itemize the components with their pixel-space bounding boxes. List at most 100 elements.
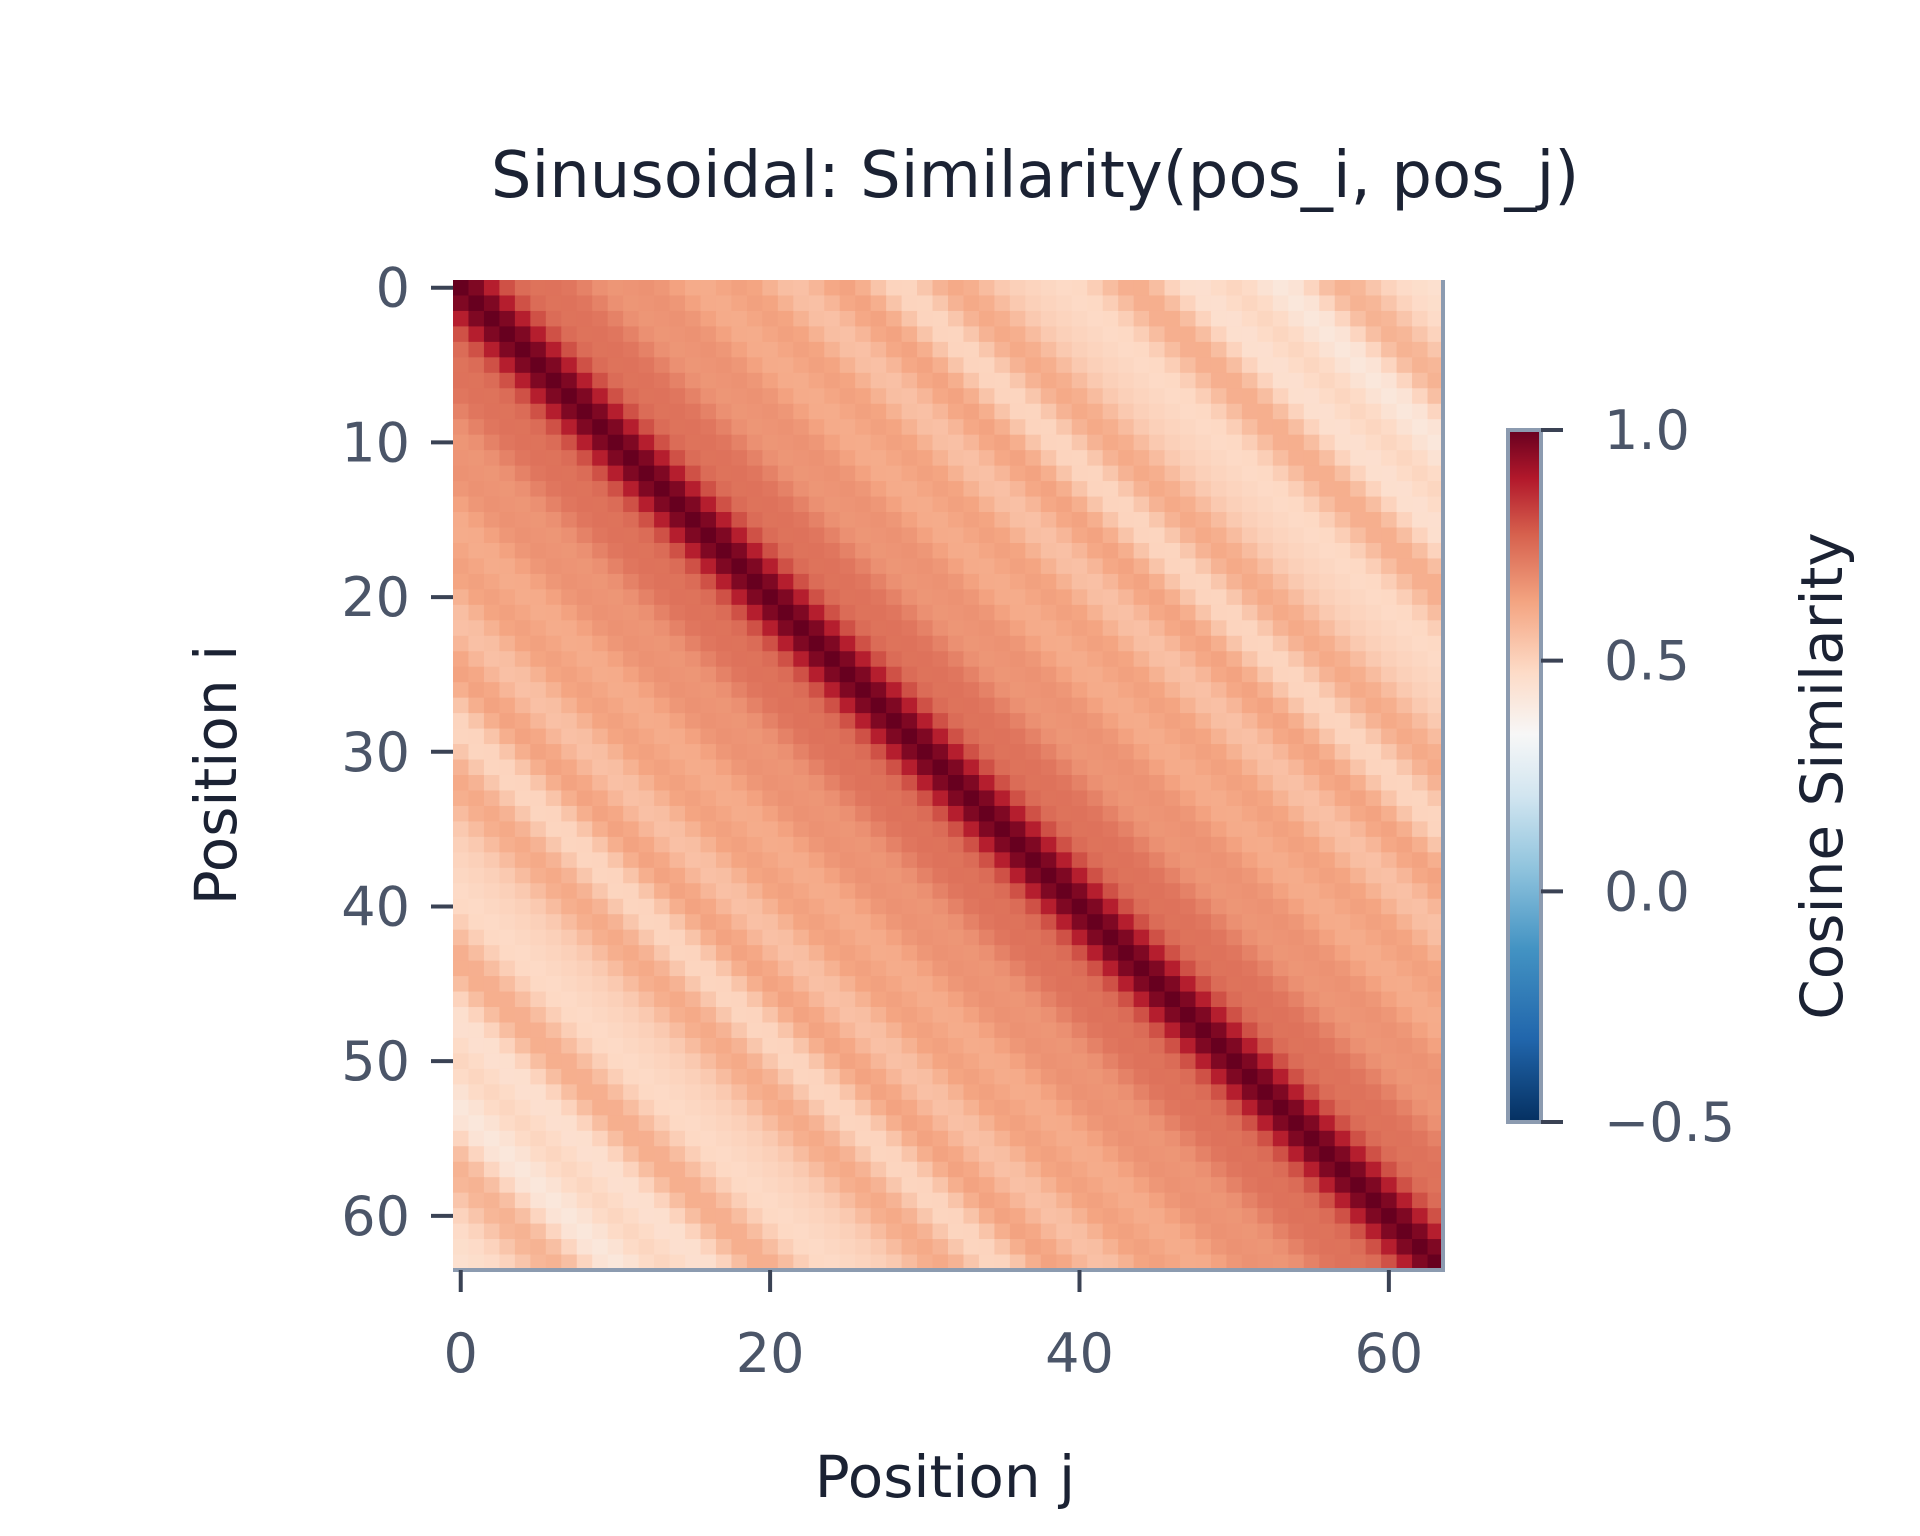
heatmap-cell bbox=[1365, 821, 1382, 838]
heatmap-cell bbox=[700, 326, 717, 343]
heatmap-cell bbox=[592, 1007, 609, 1024]
heatmap-cell bbox=[1381, 991, 1398, 1008]
heatmap-cell bbox=[1288, 326, 1305, 343]
heatmap-cell bbox=[1164, 372, 1181, 389]
heatmap-cell bbox=[917, 635, 934, 652]
heatmap-cell bbox=[1381, 682, 1398, 699]
heatmap-cell bbox=[1241, 604, 1258, 621]
heatmap-cell bbox=[1288, 450, 1305, 467]
heatmap-cell bbox=[1025, 945, 1042, 962]
heatmap-cell bbox=[654, 836, 671, 853]
heatmap-cell bbox=[1056, 1161, 1073, 1178]
heatmap-cell bbox=[638, 434, 655, 451]
heatmap-cell bbox=[978, 635, 996, 652]
heatmap-cell bbox=[917, 1022, 934, 1039]
heatmap-cell bbox=[1210, 1084, 1228, 1101]
heatmap-cell bbox=[1195, 419, 1212, 436]
heatmap-cell bbox=[1257, 1130, 1274, 1147]
heatmap-cell bbox=[870, 852, 887, 869]
heatmap-cell bbox=[1210, 914, 1228, 931]
heatmap-cell bbox=[839, 1007, 856, 1024]
heatmap-cell bbox=[1195, 465, 1212, 482]
heatmap-cell bbox=[1009, 558, 1026, 575]
heatmap-cell bbox=[1272, 1146, 1289, 1163]
heatmap-cell bbox=[932, 527, 949, 544]
heatmap-cell bbox=[669, 1053, 686, 1070]
heatmap-cell bbox=[948, 775, 965, 792]
heatmap-cell bbox=[901, 976, 918, 993]
heatmap-cell bbox=[1087, 666, 1104, 683]
heatmap-cell bbox=[1180, 542, 1197, 560]
heatmap-cell bbox=[715, 991, 733, 1008]
heatmap-cell bbox=[514, 790, 531, 807]
heatmap-cell bbox=[731, 775, 748, 792]
heatmap-cell bbox=[715, 558, 733, 575]
heatmap-cell bbox=[808, 883, 825, 900]
heatmap-cell bbox=[901, 682, 918, 699]
heatmap-cell bbox=[700, 419, 717, 436]
heatmap-cell bbox=[1257, 403, 1274, 420]
heatmap-cell bbox=[1334, 898, 1351, 915]
heatmap-cell bbox=[685, 434, 702, 451]
heatmap-cell bbox=[978, 682, 996, 699]
heatmap-cell bbox=[1025, 450, 1042, 467]
heatmap-cell bbox=[932, 991, 949, 1008]
heatmap-cell bbox=[545, 1208, 562, 1225]
heatmap-cell bbox=[978, 465, 996, 482]
heatmap-cell bbox=[1257, 898, 1274, 915]
heatmap-cell bbox=[777, 450, 794, 467]
heatmap-cell bbox=[1396, 403, 1413, 420]
heatmap-cell bbox=[1427, 1192, 1444, 1209]
heatmap-cell bbox=[1102, 666, 1119, 683]
heatmap-cell bbox=[731, 512, 748, 529]
heatmap-cell bbox=[746, 450, 763, 467]
heatmap-cell bbox=[1025, 357, 1042, 374]
heatmap-cell bbox=[1241, 512, 1258, 529]
heatmap-cell bbox=[762, 481, 779, 498]
heatmap-cell bbox=[731, 836, 748, 853]
heatmap-cell bbox=[1319, 1146, 1336, 1163]
heatmap-cell bbox=[654, 805, 671, 823]
heatmap-cell bbox=[1133, 1223, 1150, 1240]
heatmap-cell bbox=[483, 790, 501, 807]
heatmap-cell bbox=[1149, 326, 1166, 343]
heatmap-cell bbox=[1009, 991, 1026, 1008]
heatmap-cell bbox=[1319, 1099, 1336, 1116]
heatmap-cell bbox=[685, 1239, 702, 1256]
heatmap-cell bbox=[1180, 1037, 1197, 1055]
heatmap-cell bbox=[839, 527, 856, 544]
heatmap-cell bbox=[808, 403, 825, 420]
heatmap-cell bbox=[808, 945, 825, 962]
heatmap-cell bbox=[963, 898, 980, 915]
heatmap-cell bbox=[808, 558, 825, 575]
heatmap-cell bbox=[917, 744, 934, 761]
heatmap-cell bbox=[963, 821, 980, 838]
heatmap-cell bbox=[824, 635, 841, 652]
heatmap-cell bbox=[1257, 388, 1274, 405]
heatmap-cell bbox=[1071, 388, 1088, 405]
heatmap-cell bbox=[777, 728, 794, 745]
heatmap-cell bbox=[1272, 713, 1289, 730]
heatmap-cell bbox=[1381, 450, 1398, 467]
heatmap-cell bbox=[1334, 1239, 1351, 1256]
heatmap-cell bbox=[1350, 1254, 1367, 1271]
heatmap-cell bbox=[839, 898, 856, 915]
heatmap-cell bbox=[1102, 682, 1119, 699]
heatmap-cell bbox=[1164, 558, 1181, 575]
heatmap-cell bbox=[623, 1223, 640, 1240]
heatmap-cell bbox=[978, 496, 996, 513]
heatmap-cell bbox=[808, 867, 825, 884]
heatmap-cell bbox=[1071, 527, 1088, 544]
heatmap-cell bbox=[1102, 295, 1119, 312]
heatmap-cell bbox=[1365, 481, 1382, 498]
heatmap-cell bbox=[700, 836, 717, 853]
heatmap-cell bbox=[1288, 898, 1305, 915]
heatmap-cell bbox=[530, 1053, 547, 1070]
heatmap-cell bbox=[654, 620, 671, 637]
heatmap-cell bbox=[654, 388, 671, 405]
heatmap-cell bbox=[886, 341, 903, 358]
heatmap-cell bbox=[1396, 914, 1413, 931]
heatmap-cell bbox=[1149, 1115, 1166, 1132]
heatmap-cell bbox=[1164, 620, 1181, 637]
heatmap-cell bbox=[1241, 310, 1258, 328]
